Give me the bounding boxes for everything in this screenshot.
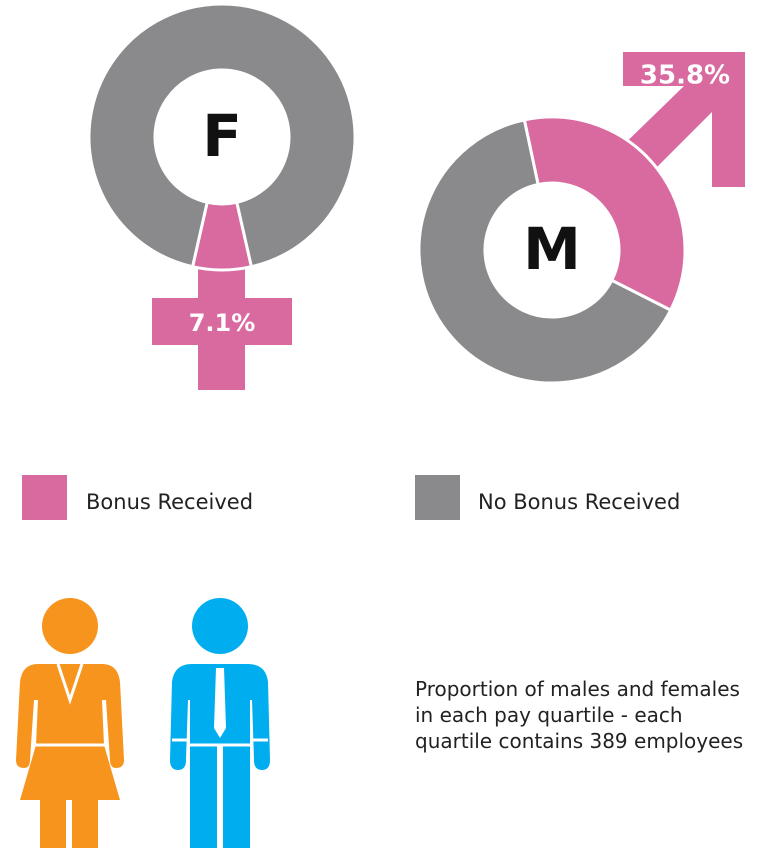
legend-swatch — [415, 475, 460, 520]
value-label: 35.8% — [640, 61, 730, 91]
woman-icon — [16, 598, 124, 848]
value-label: 7.1% — [189, 309, 256, 337]
man-tie — [214, 668, 226, 738]
donut-segment — [87, 2, 357, 269]
center-label: M — [523, 215, 581, 283]
female-symbol-cross — [152, 298, 292, 345]
note: Proportion of males and females in each … — [415, 677, 744, 753]
donut-segment — [417, 118, 673, 385]
legend-label: No Bonus Received — [478, 490, 680, 514]
legend-label: Bonus Received — [86, 490, 253, 514]
legend-swatch — [22, 475, 67, 520]
woman-collar — [56, 663, 84, 705]
center-label: F — [202, 102, 242, 170]
donut-segment — [522, 115, 687, 313]
